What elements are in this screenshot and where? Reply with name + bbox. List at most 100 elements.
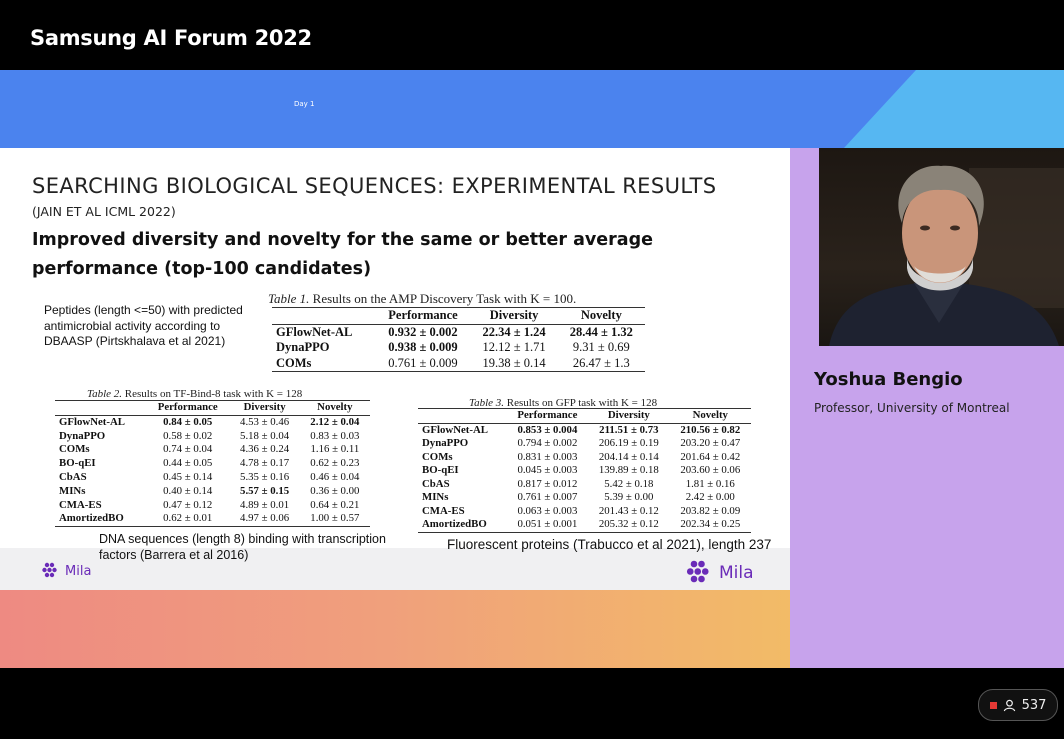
gfp-task-description: Fluorescent proteins (Trabucco et al 202… — [447, 537, 772, 552]
table-row: CMA-ES 0.063 ± 0.003 201.43 ± 0.12 203.82 ±… — [418, 505, 751, 519]
result-cell: 0.831 ± 0.003 — [517, 450, 578, 463]
column-header: Novelty — [692, 409, 728, 421]
result-cell: 210.56 ± 0.82 — [680, 423, 741, 436]
result-cell: 211.51 ± 0.73 — [599, 423, 659, 436]
result-cell: 0.47 ± 0.12 — [163, 498, 213, 511]
result-cell: 0.761 ± 0.007 — [517, 491, 578, 503]
result-cell: 0.74 ± 0.04 — [163, 443, 213, 456]
result-cell: 4.89 ± 0.01 — [240, 498, 290, 511]
table3-caption-text: Results on GFP task with K = 128 — [506, 397, 658, 409]
method-name-cell: GFlowNet-AL — [59, 415, 125, 428]
viewer-count: 537 — [1021, 697, 1047, 713]
mila-logo-text: Mila — [65, 563, 92, 579]
method-name-cell: CbAS — [422, 477, 450, 490]
result-cell: 0.932 ± 0.002 — [388, 324, 458, 339]
result-cell: 202.34 ± 0.25 — [680, 518, 741, 530]
speaker-name: Yoshua Bengio — [814, 369, 963, 390]
method-name-cell: CbAS — [59, 470, 87, 483]
column-header: Novelty — [580, 308, 622, 322]
result-cell: 139.89 ± 0.18 — [598, 464, 659, 476]
table-row: MINs 0.40 ± 0.14 5.57 ± 0.15 0.36 ± 0.00 — [55, 485, 370, 499]
result-cell: 201.43 ± 0.12 — [598, 504, 659, 517]
column-header — [55, 401, 146, 416]
result-cell: 0.83 ± 0.03 — [310, 429, 360, 442]
result-cell: 0.58 ± 0.02 — [163, 429, 213, 442]
mila-logo-text: Mila — [719, 563, 754, 583]
method-name-cell: COMs — [276, 355, 312, 370]
method-name-cell: BO-qEI — [422, 464, 459, 476]
result-cell: 205.32 ± 0.12 — [598, 518, 659, 530]
method-name-cell: GFlowNet-AL — [422, 423, 488, 436]
slide-subtitle: Improved diversity and novelty for the s… — [32, 230, 653, 279]
result-cell: 1.81 ± 0.16 — [685, 477, 735, 490]
result-cell: 0.44 ± 0.05 — [163, 457, 213, 470]
result-cell: 0.62 ± 0.23 — [310, 457, 360, 470]
result-cell: 204.14 ± 0.14 — [598, 450, 659, 463]
table-row: DynaPPO 0.794 ± 0.002 206.19 ± 0.19 203.20 … — [418, 437, 751, 451]
table-row: GFlowNet-AL 0.932 ± 0.002 22.34 ± 1.24 28.4… — [272, 324, 645, 340]
tfbind-results-table: Performance Diversity Novelty GFlowNet-AL 0.… — [55, 400, 370, 527]
result-cell: 12.12 ± 1.71 — [482, 340, 546, 354]
result-cell: 0.938 ± 0.009 — [388, 340, 458, 354]
table-row: AmortizedBO 0.62 ± 0.01 4.97 ± 0.06 1.00 ± … — [55, 512, 370, 527]
slide-footer-strip — [0, 548, 790, 590]
column-header: Diversity — [243, 401, 286, 413]
result-cell: 5.18 ± 0.04 — [240, 429, 290, 442]
table-row: DynaPPO 0.58 ± 0.02 5.18 ± 0.04 0.83 ± 0.03 — [55, 430, 370, 444]
mila-logo-small: Mila — [41, 561, 91, 581]
table-header-row: Performance Diversity Novelty — [418, 408, 751, 424]
method-name-cell: COMs — [422, 450, 453, 463]
column-header: Novelty — [317, 401, 353, 413]
table3-label: Table 3. — [469, 397, 505, 409]
method-name-cell: DynaPPO — [422, 437, 469, 449]
table-row: AmortizedBO 0.051 ± 0.001 205.32 ± 0.12 202… — [418, 518, 751, 532]
result-cell: 1.16 ± 0.11 — [310, 443, 360, 456]
result-cell: 5.42 ± 0.18 — [604, 477, 654, 490]
speaker-silhouette — [829, 165, 1064, 346]
table1-caption: Table 1. Results on the AMP Discovery Ta… — [268, 291, 576, 307]
table-row: DynaPPO 0.938 ± 0.009 12.12 ± 1.71 9.31 ± 0… — [272, 340, 645, 356]
result-cell: 2.12 ± 0.04 — [310, 415, 360, 428]
mila-hexagon-icon — [686, 560, 709, 583]
mila-logo-large: Mila — [685, 558, 754, 588]
column-header: Performance — [388, 308, 458, 322]
table-row: MINs 0.761 ± 0.007 5.39 ± 0.00 2.42 ± 0.00 — [418, 491, 751, 505]
result-cell: 26.47 ± 1.3 — [572, 355, 630, 370]
result-cell: 0.045 ± 0.003 — [517, 464, 578, 476]
result-cell: 5.57 ± 0.15 — [240, 484, 290, 497]
table-header-row: Performance Diversity Novelty — [55, 400, 370, 416]
viewer-count-badge[interactable]: 537 — [978, 689, 1058, 721]
header-accent-shape — [844, 70, 1064, 148]
table-row: GFlowNet-AL 0.84 ± 0.05 4.53 ± 0.46 2.12 ± … — [55, 415, 370, 429]
table-row: COMs 0.761 ± 0.009 19.38 ± 0.14 26.47 ± 1.3 — [272, 356, 645, 372]
column-header: Performance — [157, 401, 218, 413]
column-header — [418, 409, 507, 424]
amp-task-description: Peptides (length <=50) with predicted an… — [44, 303, 243, 348]
result-cell: 203.60 ± 0.06 — [680, 464, 741, 476]
result-cell: 4.53 ± 0.46 — [240, 415, 290, 428]
gfp-results-table: Performance Diversity Novelty GFlowNet-AL 0.… — [418, 408, 751, 533]
event-title: Samsung AI Forum 2022 — [30, 26, 312, 50]
result-cell: 2.42 ± 0.00 — [685, 491, 735, 503]
result-cell: 1.00 ± 0.57 — [310, 512, 360, 525]
slide-title: SEARCHING BIOLOGICAL SEQUENCES: EXPERIME… — [32, 174, 717, 198]
table-row: GFlowNet-AL 0.853 ± 0.004 211.51 ± 0.73 210… — [418, 423, 751, 437]
result-cell: 0.817 ± 0.012 — [517, 477, 578, 490]
table-row: CbAS 0.45 ± 0.14 5.35 ± 0.16 0.46 ± 0.04 — [55, 471, 370, 485]
result-cell: 0.36 ± 0.00 — [310, 484, 360, 497]
method-name-cell: MINs — [422, 491, 449, 503]
column-header: Diversity — [489, 308, 539, 322]
column-header — [272, 308, 376, 325]
method-name-cell: DynaPPO — [59, 429, 106, 442]
result-cell: 4.78 ± 0.17 — [240, 457, 290, 470]
result-cell: 0.051 ± 0.001 — [517, 518, 578, 530]
method-name-cell: GFlowNet-AL — [276, 324, 353, 339]
column-header: Performance — [517, 409, 578, 421]
method-name-cell: AmortizedBO — [422, 518, 487, 530]
slide-citation: (JAIN ET AL ICML 2022) — [32, 204, 176, 219]
result-cell: 0.40 ± 0.14 — [163, 484, 213, 497]
result-cell: 28.44 ± 1.32 — [569, 324, 633, 339]
result-cell: 203.20 ± 0.47 — [680, 437, 741, 449]
method-name-cell: CMA-ES — [422, 504, 465, 517]
method-name-cell: DynaPPO — [276, 340, 330, 354]
